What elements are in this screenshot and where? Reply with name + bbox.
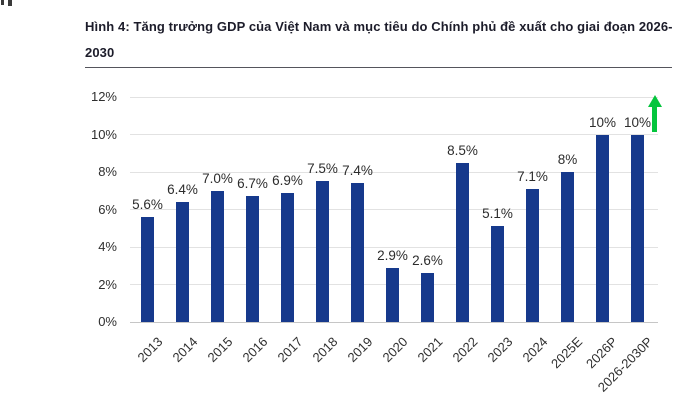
bar [211, 190, 224, 322]
gridline [130, 134, 658, 135]
y-axis-tick-label: 0% [98, 314, 117, 329]
bar-value-label: 2.9% [377, 247, 408, 263]
bar [491, 226, 504, 322]
gridline [130, 246, 658, 248]
bar [281, 192, 294, 322]
bar [316, 181, 329, 322]
bar [631, 134, 644, 322]
bar [141, 217, 154, 322]
y-axis-tick-label: 12% [90, 89, 117, 104]
gridline [130, 171, 658, 173]
clipped-edge-artifact [0, 0, 16, 8]
bar-value-label: 5.1% [482, 206, 513, 222]
bar-value-label: 7.0% [202, 170, 233, 186]
bar-value-label: 10% [588, 114, 617, 130]
x-axis-tick-label: 2020 [379, 334, 411, 366]
y-axis-tick-label: 6% [98, 201, 117, 217]
x-axis-tick-label: 2022 [449, 334, 481, 366]
x-axis-tick-label: 2016 [239, 334, 271, 366]
bar-value-label: 7.1% [517, 168, 548, 184]
bar-value-label: 5.6% [132, 197, 163, 212]
bar-value-label: 6.9% [272, 172, 303, 188]
x-axis-tick-label: 2019 [344, 334, 376, 366]
x-axis-tick-label: 2014 [169, 334, 201, 366]
x-axis-tick-label: 2025E [547, 334, 586, 372]
bar-value-label: 8.5% [447, 142, 478, 158]
arrow-shaft [652, 106, 657, 132]
bar-value-label: 2.6% [412, 253, 443, 269]
x-axis-tick-label: 2015 [204, 334, 236, 366]
bar [246, 196, 259, 322]
bar-value-label: 7.5% [307, 161, 338, 177]
arrow-head [647, 95, 662, 107]
gridline [130, 96, 658, 98]
y-axis-tick-label: 4% [98, 239, 117, 254]
x-axis-tick-label: 2021 [414, 334, 446, 366]
bar [176, 202, 189, 322]
bar-value-label: 6.4% [167, 182, 198, 197]
x-axis-tick-label: 2024 [519, 334, 551, 366]
bar [421, 273, 434, 322]
gridline [130, 321, 658, 323]
bar [456, 162, 469, 322]
x-axis-tick-label: 2023 [484, 334, 516, 366]
y-axis-tick-label: 2% [98, 276, 117, 292]
title-divider [85, 67, 672, 68]
y-axis-tick-label: 8% [98, 164, 117, 179]
figure-title: Hình 4: Tăng trưởng GDP của Việt Nam và … [85, 19, 673, 60]
bar [526, 188, 539, 322]
growth-arrow-icon [647, 95, 662, 133]
bar [561, 172, 574, 322]
bar-value-label: 10% [623, 114, 652, 130]
x-axis-tick-label: 2013 [134, 334, 166, 366]
bar [596, 134, 609, 322]
x-axis-tick-label: 2018 [309, 334, 341, 366]
bar-value-label: 8% [557, 152, 578, 167]
y-axis-tick-label: 10% [90, 126, 117, 142]
bar [351, 183, 364, 322]
gridline [130, 209, 658, 210]
bar-value-label: 7.4% [342, 163, 373, 179]
bar [386, 267, 399, 322]
x-axis-tick-label: 2017 [274, 334, 306, 366]
bar-value-label: 6.7% [237, 176, 268, 192]
